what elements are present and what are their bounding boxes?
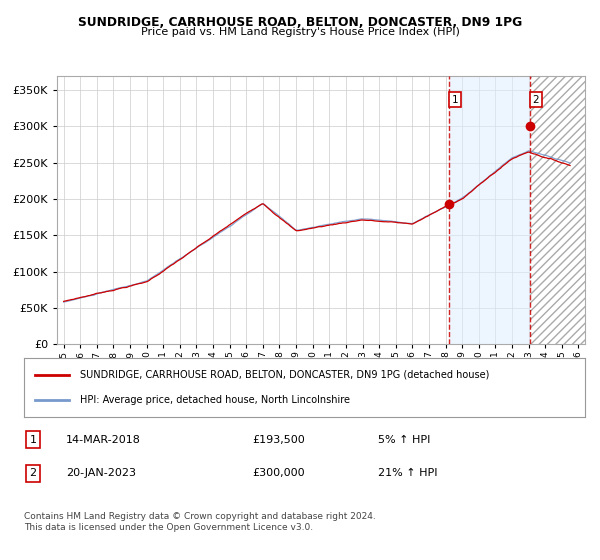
Text: £193,500: £193,500: [252, 435, 305, 445]
Text: 1: 1: [29, 435, 37, 445]
Text: 1: 1: [451, 95, 458, 105]
Text: 20-JAN-2023: 20-JAN-2023: [66, 468, 136, 478]
Text: 14-MAR-2018: 14-MAR-2018: [66, 435, 141, 445]
Text: SUNDRIDGE, CARRHOUSE ROAD, BELTON, DONCASTER, DN9 1PG: SUNDRIDGE, CARRHOUSE ROAD, BELTON, DONCA…: [78, 16, 522, 29]
Text: £300,000: £300,000: [252, 468, 305, 478]
Text: 2: 2: [532, 95, 539, 105]
Text: HPI: Average price, detached house, North Lincolnshire: HPI: Average price, detached house, Nort…: [80, 395, 350, 404]
Text: 21% ↑ HPI: 21% ↑ HPI: [378, 468, 437, 478]
Text: Price paid vs. HM Land Registry's House Price Index (HPI): Price paid vs. HM Land Registry's House …: [140, 27, 460, 37]
Text: 2: 2: [29, 468, 37, 478]
Text: Contains HM Land Registry data © Crown copyright and database right 2024.
This d: Contains HM Land Registry data © Crown c…: [24, 512, 376, 532]
Text: 5% ↑ HPI: 5% ↑ HPI: [378, 435, 430, 445]
Text: SUNDRIDGE, CARRHOUSE ROAD, BELTON, DONCASTER, DN9 1PG (detached house): SUNDRIDGE, CARRHOUSE ROAD, BELTON, DONCA…: [80, 370, 490, 380]
